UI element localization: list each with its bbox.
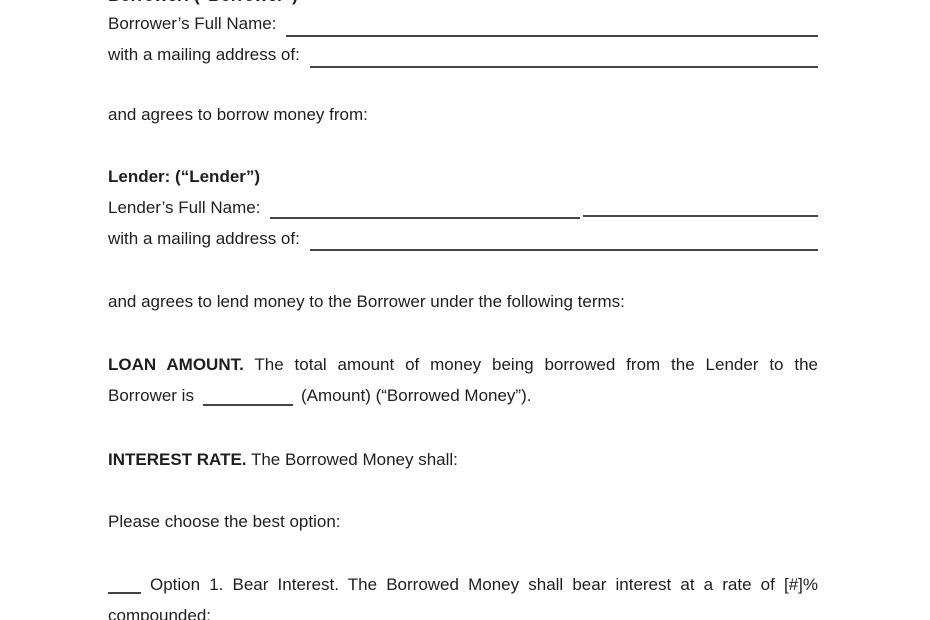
option1-paragraph: Option 1. Bear Interest. The Borrowed Mo… [108, 569, 818, 620]
interest-rate-text: The Borrowed Money shall: [250, 450, 458, 469]
lender-name-blank-segment-2[interactable] [583, 215, 818, 217]
lender-address-label: with a mailing address of: [108, 229, 300, 248]
borrower-name-row: Borrower’s Full Name: [108, 8, 818, 39]
borrower-address-row: with a mailing address of: [108, 39, 818, 70]
option1-line-1: Option 1. Bear Interest. The Borrowed Mo… [108, 569, 818, 600]
option1-line1-text: Option 1. Bear Interest. The Borrowed Mo… [150, 575, 818, 594]
agree-borrow-text: and agrees to borrow money from: [108, 105, 368, 124]
lender-heading-text: Lender: (“Lender”) [108, 167, 261, 186]
loan-amount-line2-before: Borrower is [108, 386, 194, 405]
clipped-previous-line-text: Borrower: (“Borrower”) [108, 0, 818, 6]
option1-checkbox-blank[interactable] [108, 592, 141, 594]
agree-lend-paragraph: and agrees to lend money to the Borrower… [108, 286, 818, 317]
borrower-address-blank[interactable] [309, 66, 818, 68]
option1-line2-text: compounded: [108, 606, 212, 620]
borrower-name-blank[interactable] [286, 35, 818, 37]
lender-address-blank[interactable] [309, 249, 818, 251]
borrower-address-label: with a mailing address of: [108, 45, 300, 64]
lender-fields: Lender’s Full Name: with a mailing addre… [108, 192, 818, 254]
lender-heading: Lender: (“Lender”) [108, 161, 818, 192]
loan-amount-blank[interactable] [202, 404, 293, 406]
loan-amount-paragraph: LOAN AMOUNT. The total amount of money b… [108, 349, 818, 411]
option1-line-2: compounded: [108, 600, 818, 620]
lender-name-row: Lender’s Full Name: [108, 192, 818, 223]
borrower-fields: Borrower’s Full Name: with a mailing add… [108, 8, 818, 70]
interest-rate-paragraph: INTEREST RATE. The Borrowed Money shall: [108, 444, 818, 475]
lender-address-row: with a mailing address of: [108, 223, 818, 254]
loan-amount-line-1: LOAN AMOUNT. The total amount of money b… [108, 349, 818, 380]
agree-borrow-paragraph: and agrees to borrow money from: [108, 99, 818, 130]
clipped-previous-line: Borrower: (“Borrower”) [108, 0, 818, 6]
loan-amount-line-2: Borrower is (Amount) (“Borrowed Money”). [108, 380, 818, 411]
interest-rate-heading: INTEREST RATE. [108, 450, 247, 469]
lender-name-blank-segment-1[interactable] [270, 217, 581, 219]
loan-amount-line1-text: The total amount of money being borrowed… [254, 355, 818, 374]
choose-option-prompt: Please choose the best option: [108, 506, 818, 537]
loan-amount-heading: LOAN AMOUNT. [108, 355, 244, 374]
borrower-name-label: Borrower’s Full Name: [108, 14, 277, 33]
loan-amount-line2-after: (Amount) (“Borrowed Money”). [300, 386, 532, 405]
choose-option-text: Please choose the best option: [108, 512, 341, 531]
lender-name-label: Lender’s Full Name: [108, 198, 261, 217]
agree-lend-text: and agrees to lend money to the Borrower… [108, 292, 625, 311]
